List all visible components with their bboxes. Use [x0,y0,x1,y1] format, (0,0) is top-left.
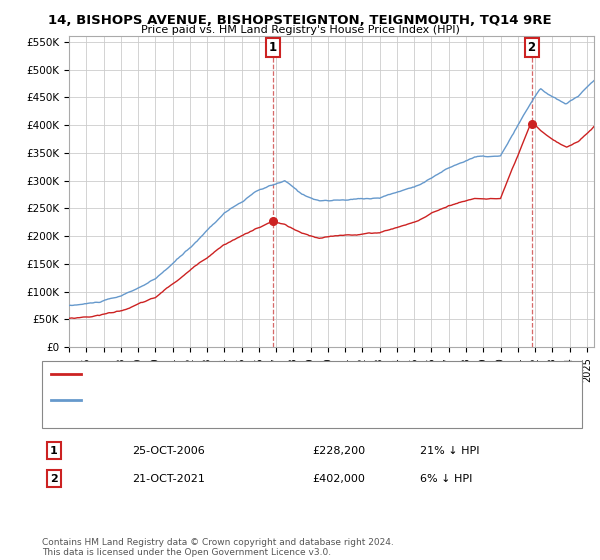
Text: 2: 2 [50,474,58,484]
Text: 21% ↓ HPI: 21% ↓ HPI [420,446,479,456]
Text: 2: 2 [527,41,536,54]
Text: £228,200: £228,200 [312,446,365,456]
Text: Price paid vs. HM Land Registry's House Price Index (HPI): Price paid vs. HM Land Registry's House … [140,25,460,35]
Text: 25-OCT-2006: 25-OCT-2006 [132,446,205,456]
Text: 21-OCT-2021: 21-OCT-2021 [132,474,205,484]
Text: 1: 1 [269,41,277,54]
Text: 1: 1 [50,446,58,456]
Text: £402,000: £402,000 [312,474,365,484]
Text: HPI: Average price, detached house, Teignbridge: HPI: Average price, detached house, Teig… [87,395,329,405]
Text: 6% ↓ HPI: 6% ↓ HPI [420,474,472,484]
Text: 14, BISHOPS AVENUE, BISHOPSTEIGNTON, TEIGNMOUTH, TQ14 9RE: 14, BISHOPS AVENUE, BISHOPSTEIGNTON, TEI… [48,14,552,27]
Text: 14, BISHOPS AVENUE, BISHOPSTEIGNTON, TEIGNMOUTH, TQ14 9RE (detached house): 14, BISHOPS AVENUE, BISHOPSTEIGNTON, TEI… [87,368,515,379]
Text: Contains HM Land Registry data © Crown copyright and database right 2024.
This d: Contains HM Land Registry data © Crown c… [42,538,394,557]
